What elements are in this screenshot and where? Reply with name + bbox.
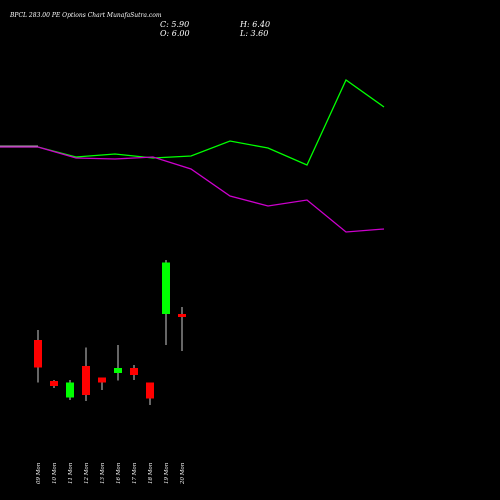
candle-1 <box>34 330 42 383</box>
date-tick-label: 16 Mon <box>116 462 122 484</box>
chart-title: BPCL 283.00 PE Options Chart MunafaSutra… <box>10 12 162 19</box>
candle-body <box>34 340 42 368</box>
date-tick-label: 11 Mon <box>68 462 74 484</box>
candle-body <box>50 381 58 386</box>
low-readout: L: 3.60 <box>240 29 269 38</box>
date-tick-label: 09 Mon <box>36 462 42 484</box>
candle-9 <box>162 260 170 345</box>
open-readout: O: 6.00 <box>160 29 190 38</box>
candle-3 <box>66 380 74 400</box>
candle-4 <box>82 347 90 401</box>
candle-body <box>178 314 186 317</box>
candle-body <box>66 382 74 398</box>
date-tick-label: 10 Mon <box>52 462 58 484</box>
moving-average-lines <box>0 79 385 233</box>
candle-5 <box>98 377 106 390</box>
candle-body <box>130 368 138 375</box>
candlesticks <box>34 260 186 405</box>
candle-body <box>162 262 170 314</box>
candle-body <box>114 368 122 373</box>
close-readout: C: 5.90 <box>160 20 190 29</box>
date-tick-label: 12 Mon <box>84 462 90 484</box>
candle-body <box>98 377 106 383</box>
date-tick-label: 13 Mon <box>100 462 106 484</box>
date-tick-labels: 09 Mon 10 Mon 11 Mon 12 Mon 13 Mon 16 Mon 17 M… <box>36 462 186 485</box>
candle-6 <box>114 345 122 381</box>
date-tick-label: 20 Mon <box>180 462 186 485</box>
candle-body <box>82 366 90 395</box>
candle-10 <box>178 307 186 351</box>
date-tick-label: 19 Mon <box>164 462 170 484</box>
candle-body <box>146 382 154 399</box>
candle-8 <box>146 382 154 405</box>
candle-7 <box>130 365 138 380</box>
high-readout: H: 6.40 <box>240 20 271 29</box>
candle-2 <box>50 380 58 388</box>
date-tick-label: 18 Mon <box>148 462 154 484</box>
date-tick-label: 17 Mon <box>132 462 138 484</box>
indicator-line-2 <box>0 146 385 233</box>
